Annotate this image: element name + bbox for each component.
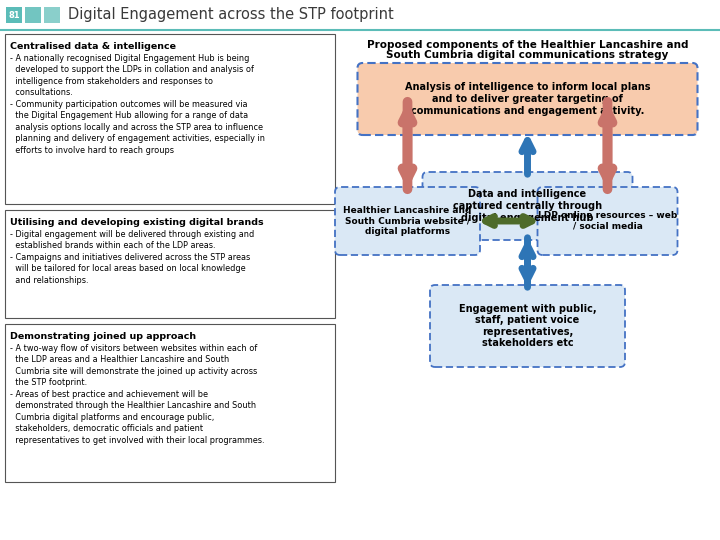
Text: 81: 81 (8, 10, 20, 19)
Text: LDP online resources – web
/ social media: LDP online resources – web / social medi… (538, 211, 677, 231)
Text: Demonstrating joined up approach: Demonstrating joined up approach (10, 332, 196, 341)
FancyBboxPatch shape (538, 187, 678, 255)
FancyBboxPatch shape (358, 63, 698, 135)
FancyBboxPatch shape (5, 34, 335, 204)
FancyBboxPatch shape (6, 7, 22, 23)
Text: - A two-way flow of visitors between websites within each of
  the LDP areas and: - A two-way flow of visitors between web… (10, 344, 264, 444)
Text: Analysis of intelligence to inform local plans
and to deliver greater targeting : Analysis of intelligence to inform local… (405, 83, 650, 116)
Text: Utilising and developing existing digital brands: Utilising and developing existing digita… (10, 218, 264, 227)
FancyBboxPatch shape (423, 172, 632, 240)
FancyBboxPatch shape (335, 187, 480, 255)
FancyBboxPatch shape (25, 7, 41, 23)
FancyBboxPatch shape (430, 285, 625, 367)
Text: - Digital engagement will be delivered through existing and
  established brands: - Digital engagement will be delivered t… (10, 230, 254, 285)
FancyBboxPatch shape (5, 210, 335, 318)
Text: Centralised data & intelligence: Centralised data & intelligence (10, 42, 176, 51)
Text: Engagement with public,
staff, patient voice
representatives,
stakeholders etc: Engagement with public, staff, patient v… (459, 303, 596, 348)
Text: Proposed components of the Healthier Lancashire and: Proposed components of the Healthier Lan… (366, 40, 688, 50)
Text: Digital Engagement across the STP footprint: Digital Engagement across the STP footpr… (68, 8, 394, 23)
Text: Healthier Lancashire and
South Cumbria website /
digital platforms: Healthier Lancashire and South Cumbria w… (343, 206, 472, 236)
FancyBboxPatch shape (5, 324, 335, 482)
Text: Data and intelligence
captured centrally through
digital engagement hub: Data and intelligence captured centrally… (453, 190, 602, 222)
FancyBboxPatch shape (44, 7, 60, 23)
Text: - A nationally recognised Digital Engagement Hub is being
  developed to support: - A nationally recognised Digital Engage… (10, 54, 265, 154)
Text: South Cumbria digital communications strategy: South Cumbria digital communications str… (387, 50, 669, 60)
